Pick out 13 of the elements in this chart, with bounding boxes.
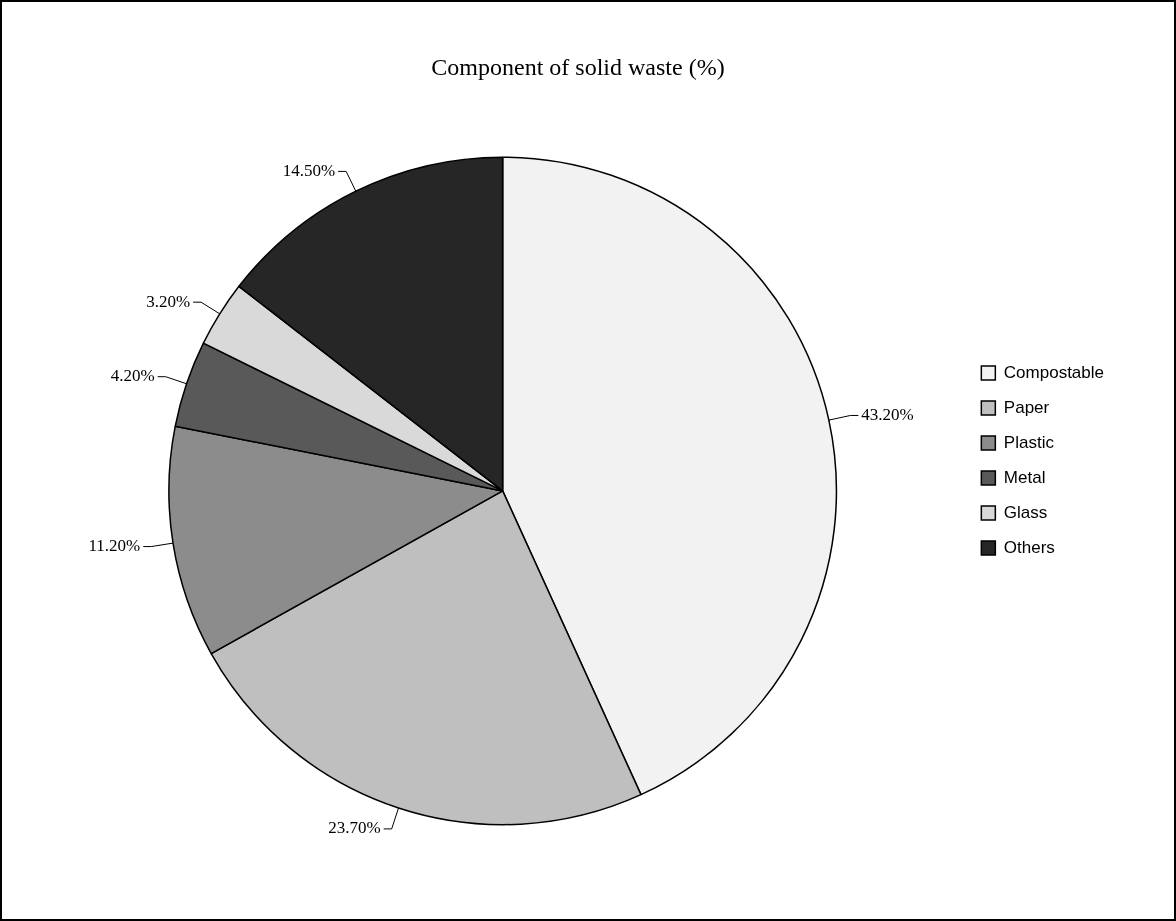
data-label: 3.20% (146, 291, 191, 311)
legend-label: Plastic (1003, 432, 1055, 452)
chart-title: Component of solid waste (%) (431, 53, 725, 80)
legend-label: Others (1003, 537, 1055, 557)
data-label: 11.20% (88, 536, 141, 556)
legend-label: Paper (1003, 397, 1050, 417)
legend-label: Compostable (1003, 362, 1105, 382)
data-label: 23.70% (328, 818, 381, 838)
legend-label: Glass (1003, 502, 1048, 522)
data-label: 14.50% (282, 160, 336, 180)
legend-label: Metal (1003, 467, 1046, 487)
data-label: 43.20% (861, 404, 914, 424)
data-label: 4.20% (110, 366, 155, 386)
